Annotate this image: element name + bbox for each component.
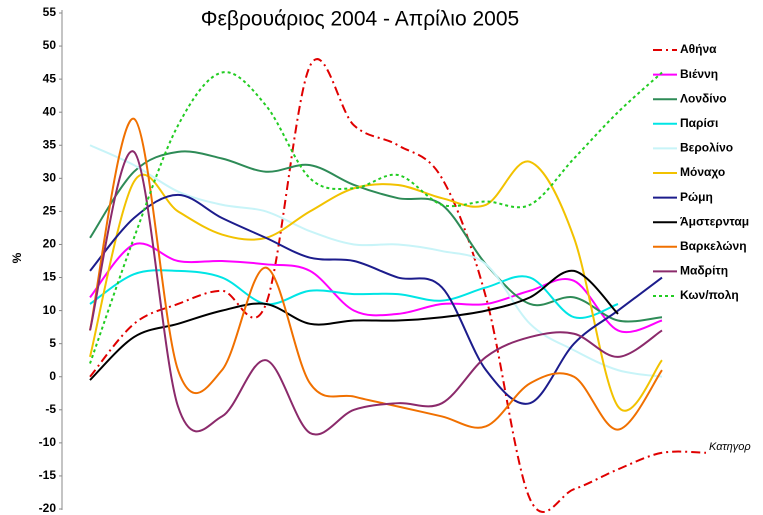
y-tick-label: 40 <box>43 104 57 118</box>
series-line <box>89 71 663 364</box>
series-line <box>89 269 619 319</box>
y-tick-label: 0 <box>49 369 56 383</box>
y-tick-label: 50 <box>43 38 57 52</box>
y-tick-label: -10 <box>39 435 57 449</box>
y-tick-label: 45 <box>43 71 57 85</box>
series-line <box>89 117 663 431</box>
y-tick-label: 35 <box>43 137 57 151</box>
chart-title: Φεβρουάριος 2004 - Απρίλιο 2005 <box>201 8 519 31</box>
x-axis-label: Κατηγορ <box>709 441 751 453</box>
y-tick-label: 5 <box>49 336 56 350</box>
series-line <box>89 160 663 412</box>
legend-label: Παρίσι <box>680 116 718 130</box>
y-tick-label: 55 <box>43 5 57 19</box>
y-tick-label: -15 <box>39 468 57 482</box>
series-line <box>89 150 663 436</box>
series-line <box>89 150 663 323</box>
series-line <box>89 269 619 381</box>
series-line <box>89 58 707 513</box>
y-tick-label: 30 <box>43 171 57 185</box>
y-tick-label: 20 <box>43 237 57 251</box>
legend-label: Αθήνα <box>680 42 717 56</box>
legend-label: Βιέννη <box>680 67 718 81</box>
y-tick-label: 10 <box>43 303 57 317</box>
y-tick-label: -20 <box>39 501 57 515</box>
legend-label: Βαρκελώνη <box>680 239 747 253</box>
series-line <box>89 242 663 333</box>
legend-label: Μόναχο <box>680 165 725 179</box>
legend-label: Ρώμη <box>680 190 713 204</box>
legend-label: Μαδρίτη <box>680 264 728 278</box>
legend-label: Κων/πολη <box>680 288 739 302</box>
legend-label: Βερολίνο <box>680 141 733 155</box>
y-tick-label: -5 <box>45 402 56 416</box>
series-line <box>89 193 663 405</box>
legend-label: Λονδίνο <box>680 91 727 105</box>
y-tick-label: 25 <box>43 204 57 218</box>
y-axis-label: % <box>10 252 24 263</box>
y-tick-label: 15 <box>43 270 57 284</box>
legend-label: Άμστερνταμ <box>680 214 749 228</box>
